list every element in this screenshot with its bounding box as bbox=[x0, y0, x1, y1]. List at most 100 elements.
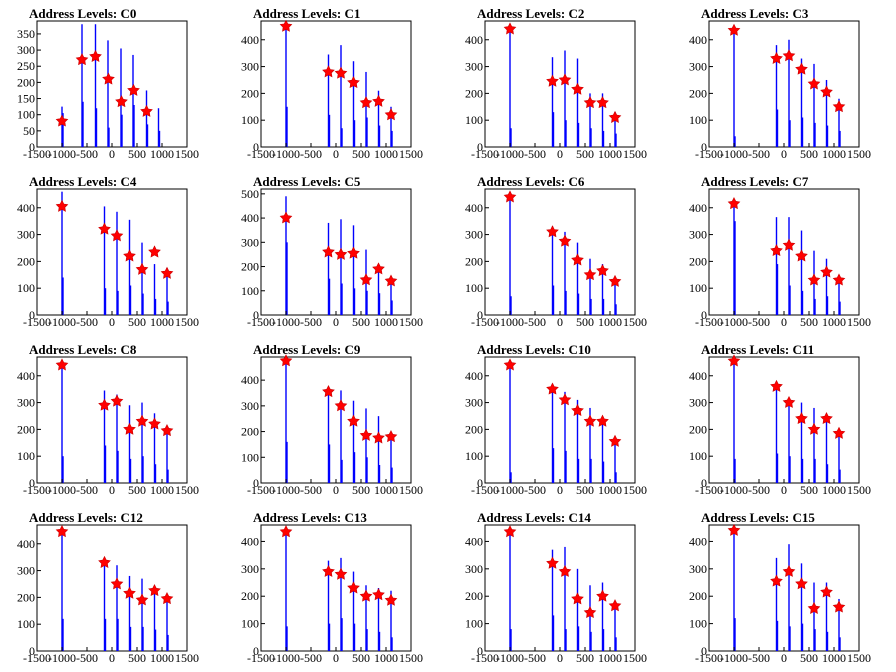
x-tick-label: 500 bbox=[576, 147, 594, 161]
x-tick-label: -1500 bbox=[23, 651, 51, 665]
marker-star-3 bbox=[123, 249, 136, 262]
x-tick-label: -1000 bbox=[272, 651, 300, 665]
y-tick-label: 0 bbox=[29, 308, 35, 322]
x-tick-label: 0 bbox=[781, 483, 787, 497]
y-tick-label: 0 bbox=[701, 644, 707, 658]
x-tick-label: 1000 bbox=[598, 315, 622, 329]
y-tick-label: 0 bbox=[29, 476, 35, 490]
x-tick-label: 0 bbox=[109, 315, 115, 329]
x-tick-label: -500 bbox=[748, 147, 770, 161]
y-tick-label: 400 bbox=[465, 369, 483, 383]
x-tick-label: 500 bbox=[128, 651, 146, 665]
marker-star-1 bbox=[322, 564, 335, 577]
y-tick-label: 300 bbox=[689, 60, 707, 74]
marker-star-1 bbox=[322, 385, 335, 398]
x-tick-label: 1000 bbox=[822, 651, 846, 665]
x-tick-label: -500 bbox=[524, 147, 546, 161]
x-tick-label: 1000 bbox=[598, 147, 622, 161]
marker-star-4 bbox=[583, 414, 597, 427]
x-tick-label: -1500 bbox=[471, 315, 499, 329]
marker-star-6 bbox=[384, 593, 398, 606]
subplot-9: Address Levels: C9 0 100 200 300 400 -1500-100… bbox=[241, 342, 423, 497]
marker-star-6 bbox=[832, 273, 846, 286]
marker-star-4 bbox=[583, 96, 597, 109]
marker-star-6 bbox=[140, 104, 153, 117]
x-tick-label: -1500 bbox=[247, 483, 275, 497]
chart-title: Address Levels: C11 bbox=[701, 342, 814, 357]
x-tick-label: -500 bbox=[524, 651, 546, 665]
x-tick-label: -1000 bbox=[272, 315, 300, 329]
y-tick-label: 100 bbox=[465, 449, 483, 463]
marker-star-5 bbox=[372, 588, 385, 601]
chart-title: Address Levels: C0 bbox=[29, 6, 136, 21]
y-tick-label: 400 bbox=[689, 534, 707, 548]
x-tick-label: 0 bbox=[109, 147, 115, 161]
marker-star-5 bbox=[372, 262, 385, 275]
subplot-1: Address Levels: C1 0 100 200 300 400 -1500-100… bbox=[241, 6, 423, 161]
marker-star-5 bbox=[372, 431, 385, 444]
marker-star-2 bbox=[558, 73, 572, 86]
x-tick-label: 0 bbox=[781, 651, 787, 665]
marker-star-3 bbox=[571, 253, 584, 266]
marker-star-2 bbox=[334, 399, 348, 412]
marker-star-3 bbox=[571, 592, 584, 605]
x-tick-label: -1500 bbox=[23, 483, 51, 497]
marker-star-0 bbox=[279, 19, 293, 32]
y-tick-label: 400 bbox=[241, 211, 259, 225]
marker-star-5 bbox=[820, 85, 833, 98]
y-tick-label: 0 bbox=[477, 308, 483, 322]
x-tick-label: 0 bbox=[333, 483, 339, 497]
chart-title: Address Levels: C2 bbox=[477, 6, 584, 21]
marker-star-0 bbox=[503, 525, 517, 538]
plot-frame bbox=[484, 524, 636, 652]
y-tick-label: 0 bbox=[477, 476, 483, 490]
plot-frame bbox=[260, 524, 412, 652]
marker-star-3 bbox=[123, 586, 136, 599]
marker-star-2 bbox=[782, 49, 796, 62]
x-tick-label: 1500 bbox=[847, 483, 871, 497]
marker-star-0 bbox=[279, 525, 293, 538]
marker-star-5 bbox=[148, 584, 161, 597]
x-tick-label: -1000 bbox=[272, 483, 300, 497]
marker-star-3 bbox=[347, 414, 360, 427]
marker-star-1 bbox=[98, 222, 111, 235]
marker-star-3 bbox=[571, 403, 584, 417]
x-tick-label: -1000 bbox=[720, 315, 748, 329]
x-tick-label: 1000 bbox=[374, 315, 398, 329]
x-tick-label: -500 bbox=[748, 315, 770, 329]
x-tick-label: 0 bbox=[109, 483, 115, 497]
x-tick-label: -1000 bbox=[496, 483, 524, 497]
marker-star-0 bbox=[727, 197, 741, 210]
chart-title: Address Levels: C15 bbox=[701, 510, 815, 525]
marker-star-5 bbox=[596, 589, 609, 602]
x-tick-label: 1000 bbox=[150, 483, 174, 497]
marker-star-6 bbox=[384, 108, 398, 121]
y-tick-label: 200 bbox=[465, 86, 483, 100]
y-tick-label: 200 bbox=[17, 75, 35, 89]
y-tick-label: 200 bbox=[241, 589, 259, 603]
x-tick-label: 500 bbox=[352, 651, 370, 665]
plot-frame bbox=[484, 188, 636, 316]
x-tick-label: -1000 bbox=[48, 315, 76, 329]
chart-title: Address Levels: C3 bbox=[701, 6, 809, 21]
x-tick-label: 1000 bbox=[150, 147, 174, 161]
marker-star-5 bbox=[820, 265, 833, 278]
marker-star-1 bbox=[546, 382, 559, 395]
y-tick-label: 100 bbox=[689, 617, 707, 631]
x-tick-label: 1000 bbox=[598, 651, 622, 665]
x-tick-label: -1500 bbox=[23, 147, 51, 161]
y-tick-label: 300 bbox=[17, 43, 35, 57]
x-tick-label: 1000 bbox=[598, 483, 622, 497]
x-tick-label: 1500 bbox=[847, 651, 871, 665]
plot-frame bbox=[36, 356, 188, 484]
chart-title: Address Levels: C5 bbox=[253, 174, 361, 189]
marker-star-6 bbox=[384, 274, 398, 287]
x-tick-label: -500 bbox=[300, 483, 322, 497]
subplot-14: Address Levels: C14 0 100 200 300 400 -1500-10… bbox=[465, 510, 647, 665]
marker-star-6 bbox=[160, 592, 174, 605]
subplot-12: Address Levels: C12 0 100 200 300 400 -1500-10… bbox=[17, 510, 199, 665]
subplot-3: Address Levels: C3 0 100 200 300 400 -1500-100… bbox=[689, 6, 871, 161]
plot-frame bbox=[708, 20, 860, 148]
y-tick-label: 200 bbox=[689, 254, 707, 268]
